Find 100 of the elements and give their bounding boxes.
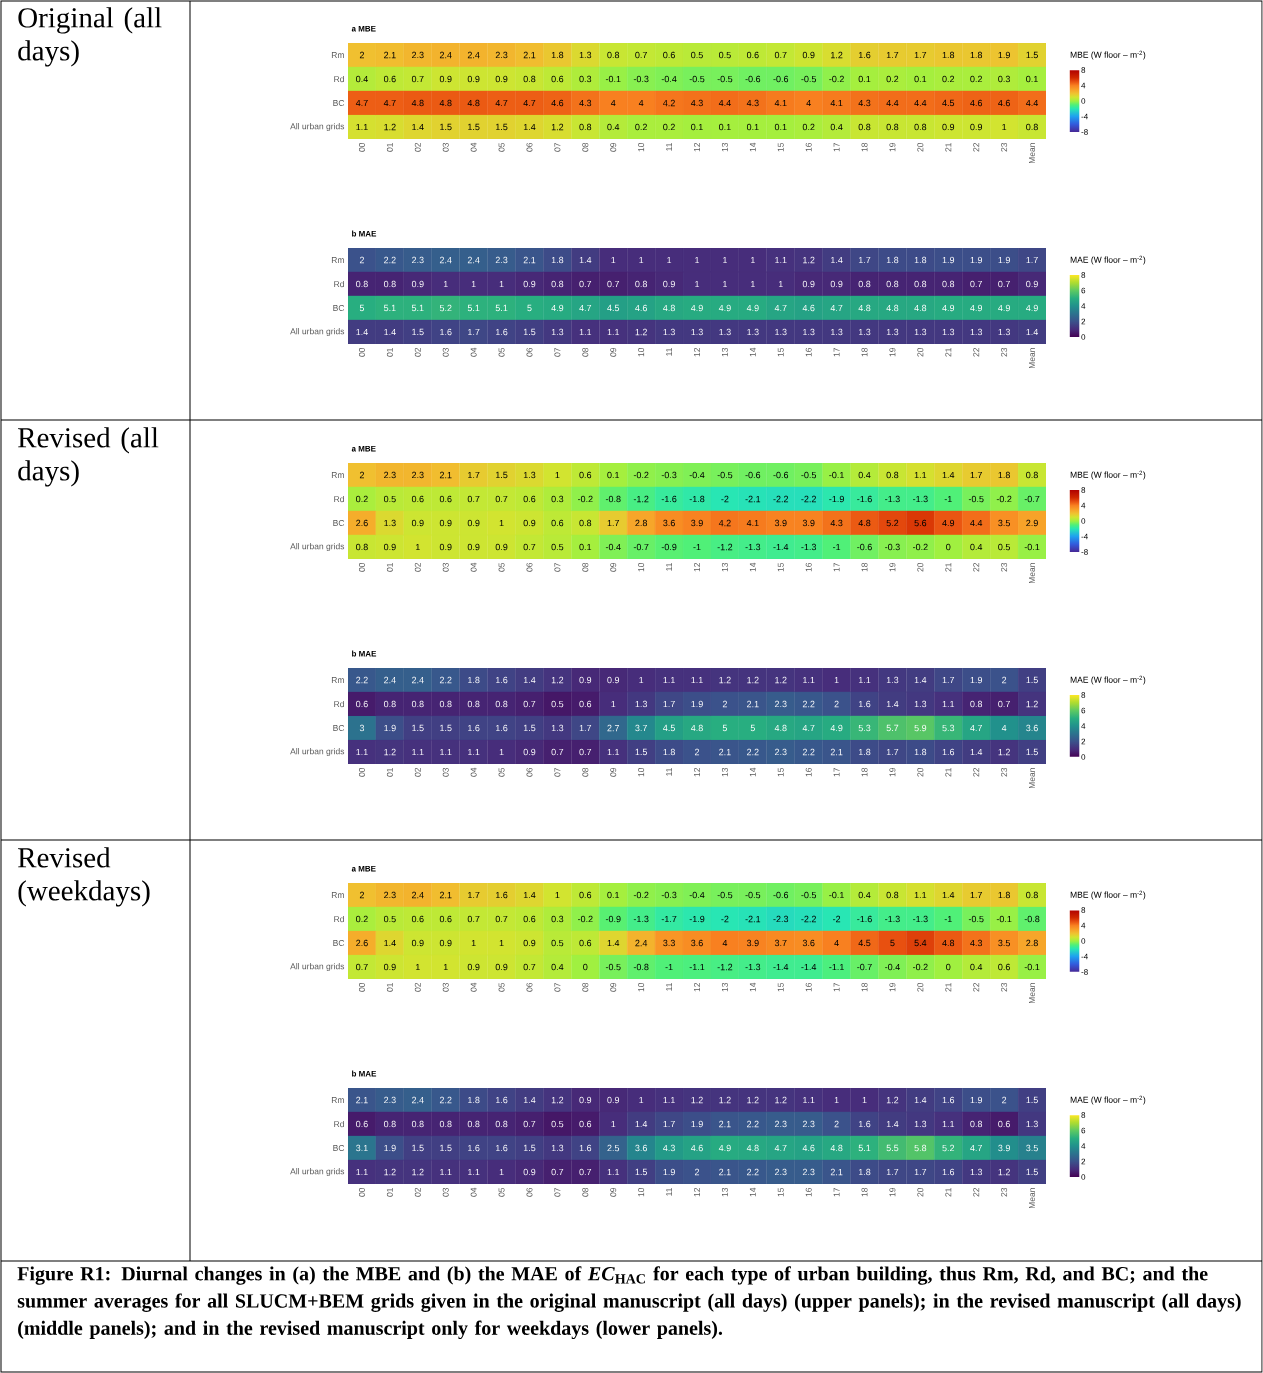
- data-label: 1.6: [579, 1144, 592, 1152]
- data-label: 3.6: [1026, 724, 1038, 732]
- data-label: 4.7: [970, 724, 982, 732]
- data-label: 0: [946, 963, 951, 971]
- data-label: 4: [806, 99, 811, 107]
- data-label: 1.1: [579, 328, 592, 336]
- data-label: -1.3: [745, 963, 761, 971]
- data-label: 0.7: [774, 51, 787, 59]
- data-label: 1: [611, 1120, 616, 1128]
- data-label: 2.6: [356, 519, 368, 527]
- data-label: 1.8: [942, 51, 955, 59]
- data-label: 1.3: [635, 700, 648, 708]
- data-label: 2: [359, 891, 365, 899]
- data-label: 1.6: [942, 1168, 955, 1176]
- data-label: 4.6: [802, 1144, 815, 1152]
- data-label: 4.7: [355, 99, 368, 107]
- data-label: 1: [723, 256, 727, 264]
- data-label: 2: [834, 1120, 839, 1128]
- data-label: 3: [359, 724, 365, 732]
- data-label: 4.8: [914, 304, 927, 312]
- data-label: 1.4: [523, 676, 536, 684]
- data-label: 0.8: [467, 700, 480, 708]
- x-tick-label: 08: [582, 562, 589, 572]
- y-tick-label: BC: [333, 725, 345, 732]
- data-label: 4.7: [495, 99, 508, 107]
- data-label: 0.7: [579, 1168, 592, 1176]
- data-label: 0.8: [579, 519, 592, 527]
- data-label: 0.5: [551, 1120, 564, 1128]
- data-label: -0.1: [996, 915, 1012, 923]
- data-label: 2.1: [439, 891, 452, 899]
- data-label: -2.2: [801, 495, 816, 503]
- data-label: 1.5: [523, 724, 536, 732]
- data-label: 0.8: [411, 700, 424, 708]
- data-label: 0.8: [495, 1120, 508, 1128]
- x-tick-label: Mean: [1029, 1188, 1035, 1209]
- color-bar-title: MAE (W floor – m$^{-2}$): [1070, 675, 1146, 685]
- data-label: 1.7: [886, 51, 899, 59]
- data-label: 1.8: [998, 891, 1010, 899]
- data-label: 1.5: [1026, 1168, 1038, 1176]
- data-label: 0.9: [523, 939, 536, 947]
- x-tick-label: 21: [945, 1187, 952, 1197]
- x-tick-label: 05: [498, 767, 505, 777]
- data-label: 4.8: [830, 1144, 843, 1152]
- data-label: 0.5: [551, 939, 564, 947]
- data-label: 2.3: [774, 700, 787, 708]
- x-tick-label: 20: [917, 982, 924, 992]
- y-tick-label: Rm: [331, 52, 344, 58]
- x-tick-label: 14: [749, 982, 756, 992]
- data-label: 2.4: [439, 256, 452, 264]
- x-tick-label: 00: [358, 562, 365, 572]
- data-label: 2.3: [495, 256, 508, 264]
- data-label: 0.7: [411, 75, 424, 83]
- data-label: 1.1: [914, 891, 927, 899]
- data-label: 3.9: [998, 1144, 1010, 1152]
- x-tick-label: 22: [973, 1187, 980, 1197]
- x-tick-label: 22: [973, 767, 980, 777]
- data-label: -0.8: [605, 495, 621, 503]
- x-tick-label: 18: [861, 767, 868, 777]
- data-label: 1.4: [970, 748, 983, 756]
- x-tick-label: 04: [470, 347, 477, 357]
- data-label: 1.6: [495, 724, 508, 732]
- data-label: 1.3: [551, 724, 564, 732]
- data-label: 0.9: [439, 75, 452, 83]
- data-label: 0.7: [970, 280, 982, 288]
- data-label: 1: [1002, 123, 1007, 131]
- data-label: 1: [695, 280, 700, 288]
- data-label: -1.3: [801, 543, 817, 551]
- data-label: 1.4: [523, 1096, 536, 1104]
- data-label: 1.8: [468, 1096, 480, 1104]
- data-label: 1.3: [551, 328, 564, 336]
- color-bar-label: -4: [1081, 113, 1088, 120]
- color-bar-label: 2: [1081, 738, 1086, 745]
- data-label: 1.5: [635, 748, 648, 756]
- data-label: 0.7: [607, 280, 620, 288]
- color-bar-label: 0: [1081, 754, 1086, 760]
- data-label: 2.2: [747, 748, 759, 756]
- data-label: 1.1: [914, 471, 927, 479]
- data-label: 1.4: [356, 328, 368, 336]
- data-label: 4.9: [718, 304, 731, 312]
- data-label: 4.7: [774, 304, 787, 312]
- data-label: 1.5: [412, 1144, 424, 1152]
- data-label: 0.8: [858, 123, 871, 131]
- x-tick-label: 04: [470, 142, 477, 152]
- data-label: 4.8: [746, 1144, 759, 1152]
- data-label: -0.1: [1024, 963, 1040, 971]
- x-tick-label: 13: [721, 982, 728, 992]
- data-label: 1.8: [551, 51, 564, 59]
- data-label: 0.6: [579, 471, 592, 479]
- data-label: 0.4: [970, 963, 983, 971]
- data-label: 3.7: [635, 724, 647, 732]
- data-label: 4.9: [830, 724, 843, 732]
- data-label: 1.2: [886, 1096, 899, 1104]
- data-label: 1: [834, 1096, 839, 1104]
- data-label: 4.8: [467, 99, 480, 107]
- x-tick-label: 06: [526, 347, 533, 357]
- data-label: 1.2: [691, 1096, 703, 1104]
- data-label: 2.2: [802, 748, 815, 756]
- color-bar-label: 8: [1081, 1112, 1086, 1118]
- x-tick-label: Mean: [1029, 348, 1035, 369]
- x-tick-label: 14: [749, 347, 756, 357]
